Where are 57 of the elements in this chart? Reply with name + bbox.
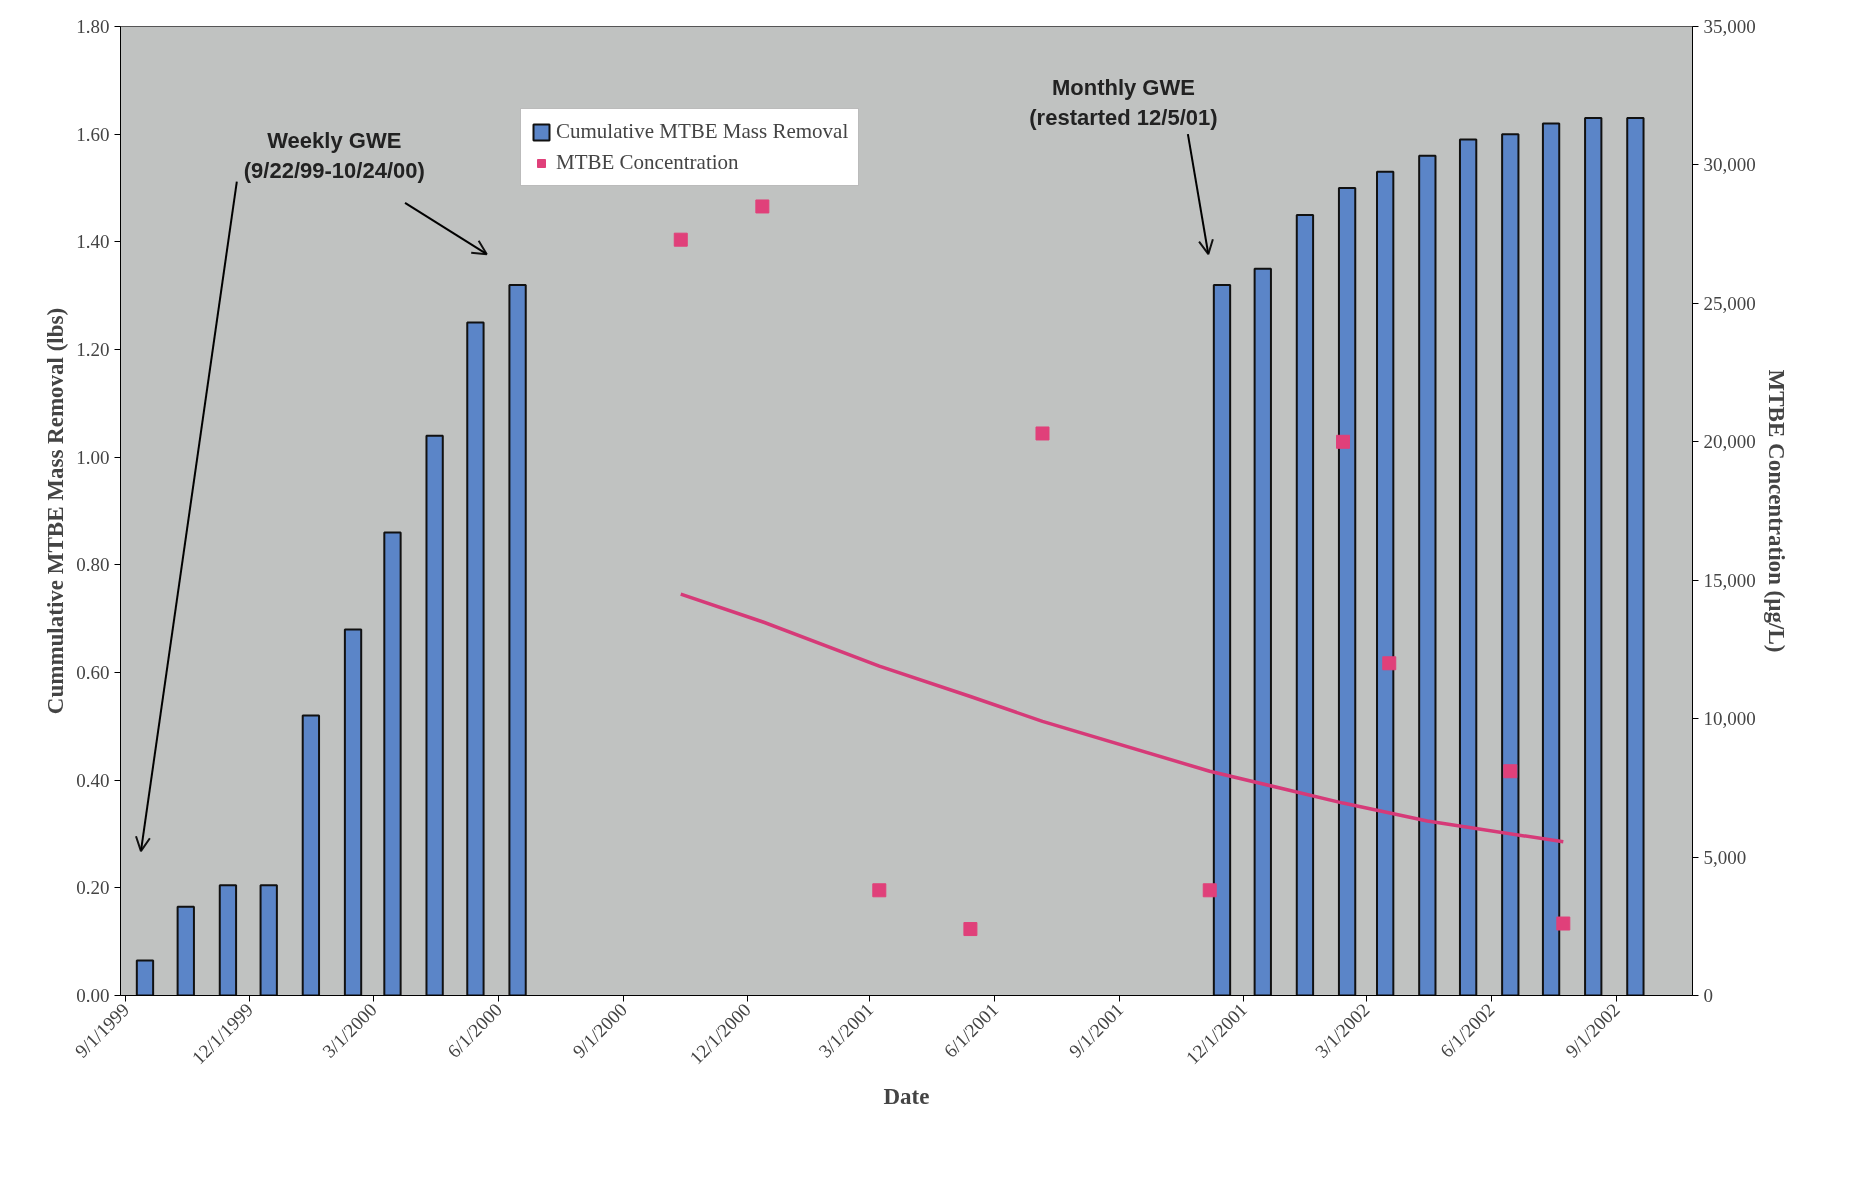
bar [508, 283, 527, 996]
bar [1458, 138, 1478, 996]
y2-axis-title: MTBE Concentration (µg/L) [1763, 369, 1789, 653]
bar [1584, 117, 1603, 996]
bar [343, 628, 363, 996]
y-tick-label: 1.80 [76, 16, 110, 37]
bar [425, 434, 444, 996]
y-tick-label: 0.60 [76, 662, 110, 683]
annotation: Monthly GWE (restarted 12/5/01) [1029, 74, 1218, 130]
y-tick-label: 1.20 [76, 339, 110, 360]
point [872, 883, 887, 898]
line-series [679, 592, 1566, 844]
y2-tick-label: 5,000 [1703, 846, 1747, 868]
point [963, 922, 978, 937]
bar [466, 321, 485, 996]
bar [1295, 213, 1315, 996]
bar [383, 531, 402, 996]
y-tick-label: 0.80 [76, 554, 110, 576]
point [1202, 883, 1217, 898]
y-tick-label: 0.20 [76, 877, 110, 899]
point [1382, 656, 1397, 671]
bar [1337, 187, 1357, 996]
bar [135, 959, 155, 996]
y2-tick-label: 30,000 [1703, 154, 1756, 176]
point [1556, 916, 1571, 931]
point [1503, 764, 1518, 779]
x-axis-title: Date [883, 1083, 930, 1109]
bar [301, 714, 321, 996]
annotation: Weekly GWE (9/22/99-10/24/00) [243, 127, 425, 183]
bar [259, 884, 278, 996]
y-tick-label: 1.60 [76, 123, 110, 145]
y2-tick-label: 35,000 [1703, 16, 1756, 37]
bar [1626, 117, 1645, 996]
bar [218, 884, 238, 996]
bar [1541, 122, 1561, 996]
bar [176, 905, 195, 996]
y-tick-label: 0.00 [76, 985, 110, 1006]
point [1035, 426, 1050, 441]
y-tick-label: 1.00 [76, 446, 110, 468]
point [1336, 434, 1351, 449]
y-tick-label: 0.40 [76, 769, 110, 791]
bar [1418, 154, 1437, 996]
legend-label: Cumulative MTBE Mass Removal [556, 119, 849, 144]
y-axis-title: Cummulative MTBE Mass Removal (lbs) [43, 307, 69, 715]
point [755, 199, 770, 214]
bar [1253, 267, 1272, 996]
bar [1501, 133, 1520, 996]
y2-tick-label: 0 [1703, 985, 1713, 1006]
y2-tick-label: 25,000 [1703, 292, 1756, 314]
y-tick-label: 1.40 [76, 231, 110, 253]
legend-label: MTBE Concentration [556, 150, 739, 175]
y2-tick-label: 15,000 [1703, 569, 1756, 591]
y2-tick-label: 20,000 [1703, 431, 1756, 453]
bar [1212, 283, 1232, 996]
point [673, 232, 688, 247]
bar [1376, 170, 1395, 996]
y2-tick-label: 10,000 [1703, 708, 1756, 730]
